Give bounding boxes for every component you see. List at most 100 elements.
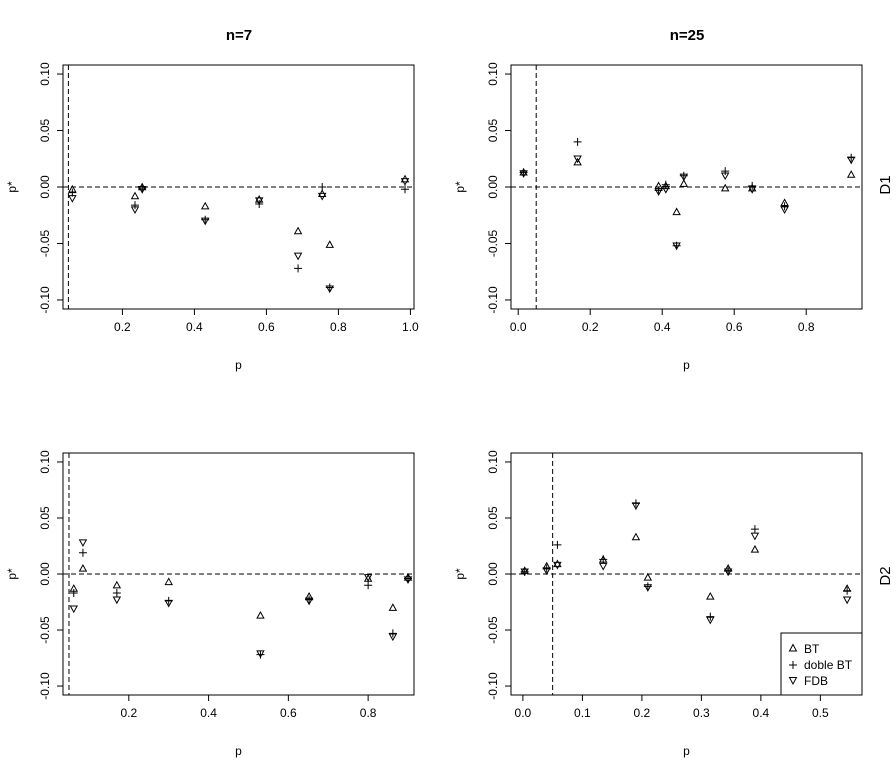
y-tick-label: -0.10 [486, 286, 500, 314]
data-point [164, 599, 173, 608]
series-doble-bt [69, 548, 413, 659]
data-point [631, 502, 641, 511]
y-tick-label: 0.05 [38, 506, 52, 530]
data-point [661, 186, 671, 194]
data-point [69, 589, 78, 598]
data-point [679, 179, 689, 187]
data-point [78, 539, 88, 548]
x-tick-label: 0.2 [582, 320, 599, 334]
y-axis-label: p* [5, 568, 19, 580]
data-point [679, 173, 689, 182]
data-point [294, 264, 303, 273]
data-point [112, 589, 121, 598]
y-axis-label: p* [453, 181, 467, 193]
y-tick-label: 0.00 [38, 175, 52, 199]
data-point [78, 563, 88, 572]
series-doble-bt [520, 499, 852, 621]
data-point [131, 201, 139, 210]
y-tick-label: 0.10 [486, 450, 500, 474]
legend-label-fdb: FDB [804, 674, 828, 688]
data-point [293, 252, 303, 261]
data-point [553, 561, 562, 570]
x-tick-label: 1.0 [402, 320, 419, 334]
data-point [706, 616, 715, 625]
y-tick-label: 0.05 [486, 506, 500, 530]
x-tick-label: 0.0 [510, 320, 527, 334]
data-point [573, 155, 582, 164]
data-point [519, 170, 528, 178]
data-point [254, 197, 264, 205]
data-point [130, 191, 140, 200]
data-point [363, 574, 373, 582]
x-tick-label: 0.8 [330, 320, 347, 334]
legend-entry-bt: BT [788, 642, 820, 656]
series-fdb [519, 155, 856, 251]
legend-label-bt: BT [804, 642, 820, 656]
data-point [164, 577, 173, 586]
y-tick-label: -0.10 [38, 672, 52, 700]
data-point [643, 572, 653, 581]
data-point [293, 226, 303, 235]
data-point [388, 633, 398, 642]
data-point [720, 183, 730, 192]
y-tick-label: -0.05 [38, 616, 52, 644]
y-tick-label: 0.10 [38, 62, 52, 86]
y-tick-label: -0.05 [486, 229, 500, 257]
x-tick-label: 0.4 [654, 320, 671, 334]
legend-label-doble-bt: doble BT [804, 658, 853, 672]
y-axis-label: p* [5, 181, 19, 193]
data-point [672, 207, 681, 216]
x-axis-label: p [235, 744, 242, 758]
row-label-d1: D1 [877, 175, 894, 194]
series-fdb [69, 539, 413, 658]
data-point [112, 596, 122, 605]
series-doble-bt [519, 137, 856, 250]
y-tick-label: 0.10 [38, 450, 52, 474]
x-axis-label: p [683, 358, 690, 372]
series-bt [68, 174, 410, 248]
data-point [654, 188, 663, 196]
y-tick-label: 0.05 [486, 119, 500, 143]
data-point [400, 178, 410, 186]
data-point [780, 202, 789, 211]
data-point [317, 192, 327, 201]
x-tick-label: 0.4 [753, 706, 770, 720]
data-point [256, 650, 265, 658]
series-fdb [520, 502, 852, 625]
y-tick-label: 0.00 [486, 562, 500, 586]
data-point [750, 544, 760, 553]
panel-3: 0.2 0.4 0.6 0.8 -0.10 -0.05 0.00 0.05 0.10 p p* [5, 450, 415, 758]
data-point [723, 568, 733, 577]
data-point [661, 180, 670, 189]
y-tick-label: 0.05 [38, 119, 52, 143]
data-point [520, 568, 529, 577]
data-point [401, 185, 409, 194]
x-tick-label: 0.0 [515, 706, 532, 720]
data-point [318, 183, 327, 191]
legend-marker-fdb [788, 677, 798, 686]
data-point [130, 206, 140, 215]
x-axis-label: p [683, 744, 690, 758]
data-point [388, 629, 397, 638]
legend-marker-bt [788, 643, 798, 652]
data-point [78, 548, 87, 557]
y-tick-label: 0.00 [486, 175, 500, 199]
data-point [748, 181, 757, 190]
legend-entry-doble-bt: doble BT [789, 658, 853, 672]
series-doble-bt [68, 183, 409, 292]
series-bt [520, 532, 852, 600]
data-point [721, 167, 730, 176]
x-tick-label: 0.2 [114, 320, 131, 334]
row-label-d2: D2 [877, 566, 894, 585]
data-point [706, 591, 715, 600]
data-point [598, 562, 608, 571]
legend: BT doble BT FDB [780, 632, 863, 696]
series-fdb [68, 178, 410, 294]
data-point [843, 586, 852, 595]
data-point [573, 157, 582, 166]
y-axis-label: p* [453, 568, 467, 580]
x-tick-label: 0.6 [258, 320, 275, 334]
x-tick-label: 0.6 [280, 706, 297, 720]
x-axis-label: p [235, 358, 242, 372]
y-tick-label: -0.05 [486, 616, 500, 644]
